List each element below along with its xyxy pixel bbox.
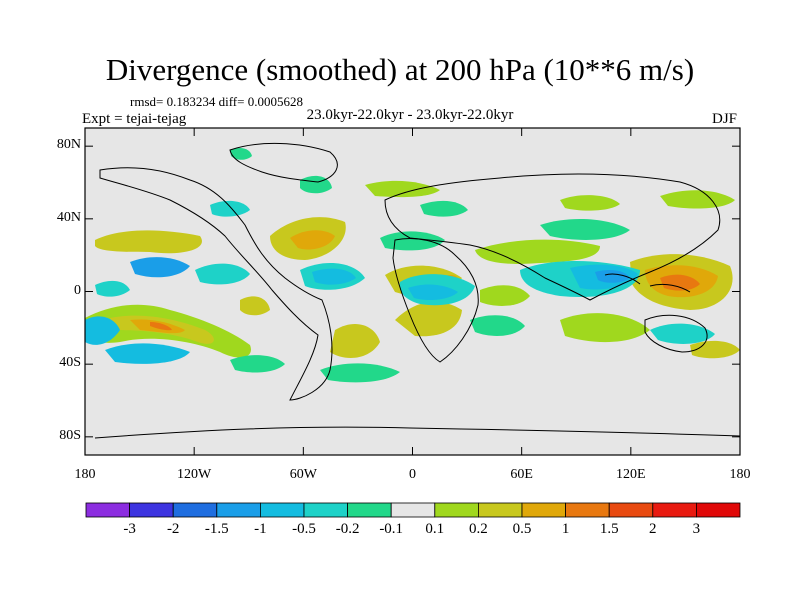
colorbar-label: -3 [123,521,136,537]
colorbar-label: 1.5 [599,521,619,537]
season-label: DJF [712,111,738,127]
lon-label: 60E [510,467,533,482]
experiment-label: Expt = tejai-tejag [82,111,187,127]
colorbar-swatch [129,502,174,518]
colorbar-swatch [652,502,697,518]
colorbar-swatch [696,502,741,518]
colorbar-swatch [608,502,654,518]
colorbar-swatch [303,502,348,518]
colorbar-label: -0.1 [379,521,404,537]
lat-label: 80N [56,137,81,153]
colorbar-label: -0.2 [335,521,360,537]
lon-label: 60W [289,467,317,482]
lat-label: 40S [59,355,81,371]
lon-label: 120W [177,467,212,482]
negative-anomalies [85,148,715,383]
colorbar-label: 0.2 [469,521,488,537]
lon-label: 120E [616,467,646,482]
divergence-field [85,142,740,439]
colorbar-label: 0.5 [512,521,532,537]
colorbar-label: -1.5 [204,521,229,537]
colorbar-swatch [521,502,566,518]
colorbar [85,502,741,518]
colorbar-label: 1 [561,521,570,537]
positive-anomalies [85,180,740,359]
colorbar-swatch [477,502,523,518]
lat-label: 80S [59,427,81,443]
lon-label: 0 [409,467,416,482]
colorbar-label: -1 [254,521,267,537]
colorbar-swatch [565,502,610,518]
colorbar-swatch [347,502,392,518]
colorbar-label: 2 [649,521,657,537]
period-label: 23.0kyr-22.0kyr - 23.0kyr-22.0kyr [306,107,514,123]
lat-label: 0 [74,282,81,298]
colorbar-swatch [172,502,218,518]
colorbar-swatch [259,502,305,518]
colorbar-swatch [434,502,479,518]
colorbar-label: 0.1 [425,521,445,537]
axis-ticks [84,128,741,455]
lon-label: 180 [74,467,96,482]
colorbar-label: -0.5 [292,521,316,537]
lat-label: 40N [56,209,81,225]
coastlines [94,142,740,439]
stats-text: rmsd= 0.183234 diff= 0.0005628 [130,94,303,109]
colorbar-swatch [85,502,130,518]
lon-label: 180 [729,467,751,482]
colorbar-label: 3 [692,521,701,537]
colorbar-swatch [390,502,436,518]
colorbar-label: -2 [166,521,180,537]
colorbar-swatch [216,502,261,518]
plot-title: Divergence (smoothed) at 200 hPa (10**6 … [105,52,695,87]
